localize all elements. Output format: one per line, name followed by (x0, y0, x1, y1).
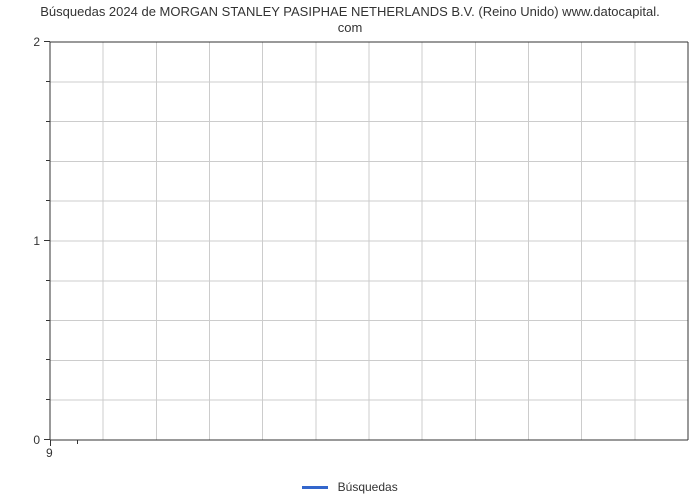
legend: Búsquedas (0, 479, 700, 494)
y-minor-tick-mark (46, 359, 50, 360)
x-tick-label: 9 (46, 446, 53, 460)
y-tick-label: 1 (33, 234, 40, 248)
y-minor-tick-mark (46, 280, 50, 281)
chart-title-line2: com (338, 20, 363, 35)
y-tick-label: 2 (33, 35, 40, 49)
y-minor-tick-mark (46, 399, 50, 400)
y-tick-label: 0 (33, 433, 40, 447)
y-minor-tick-mark (46, 81, 50, 82)
x-minor-tick-mark (77, 440, 78, 444)
y-tick-mark (44, 240, 50, 241)
chart-container: Búsquedas 2024 de MORGAN STANLEY PASIPHA… (0, 0, 700, 500)
legend-label: Búsquedas (338, 480, 398, 494)
y-minor-tick-mark (46, 320, 50, 321)
plot-area (50, 42, 688, 440)
plot-svg (50, 42, 688, 440)
chart-title: Búsquedas 2024 de MORGAN STANLEY PASIPHA… (0, 4, 700, 35)
legend-swatch (302, 486, 328, 489)
y-tick-mark (44, 41, 50, 42)
y-minor-tick-mark (46, 200, 50, 201)
y-minor-tick-mark (46, 160, 50, 161)
chart-title-line1: Búsquedas 2024 de MORGAN STANLEY PASIPHA… (40, 4, 659, 19)
y-minor-tick-mark (46, 121, 50, 122)
